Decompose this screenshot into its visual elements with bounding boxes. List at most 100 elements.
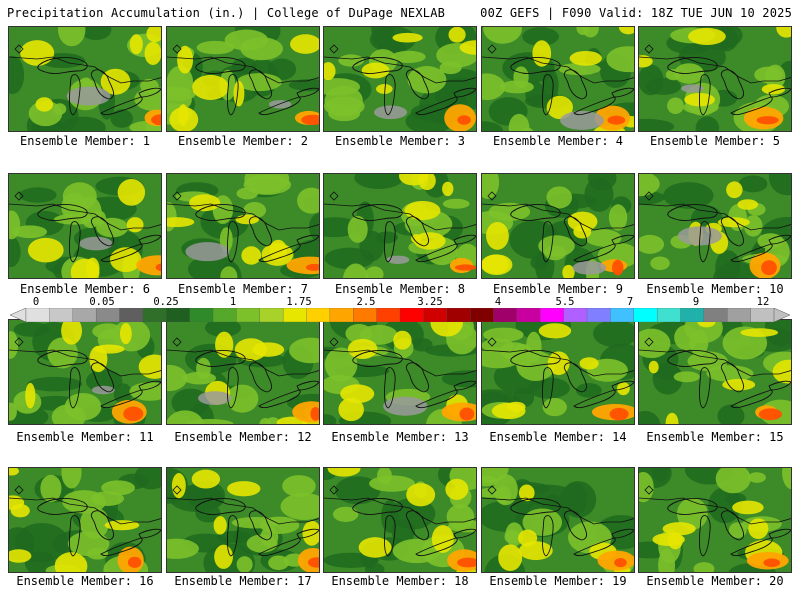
precip-field xyxy=(167,468,319,572)
ensemble-member-label: Ensemble Member: 14 xyxy=(489,430,627,444)
colorbar-swatch xyxy=(610,308,635,322)
precip-field xyxy=(167,27,319,131)
colorbar-tick-label: 0 xyxy=(32,296,40,308)
ensemble-member-map xyxy=(638,467,792,573)
ensemble-member-map xyxy=(8,26,162,132)
colorbar-swatch xyxy=(95,308,120,322)
colorbar-tick-label: 2.5 xyxy=(356,296,376,308)
colorbar-swatch xyxy=(563,308,588,322)
ensemble-member-label: Ensemble Member: 10 xyxy=(646,282,784,296)
colorbar-swatch xyxy=(212,308,237,322)
colorbar-tick-label: 0.05 xyxy=(89,296,115,308)
ensemble-member-label: Ensemble Member: 19 xyxy=(489,574,627,588)
ensemble-member-map xyxy=(638,173,792,279)
precip-field xyxy=(9,468,161,572)
precip-field xyxy=(324,320,476,424)
ensemble-member-map xyxy=(8,467,162,573)
ensemble-member-label: Ensemble Member: 3 xyxy=(334,134,466,148)
colorbar-swatch xyxy=(446,308,471,322)
colorbar-tick-label: 12 xyxy=(756,296,770,308)
colorbar-swatch xyxy=(376,308,401,322)
colorbar-swatch xyxy=(516,308,541,322)
ensemble-member-map xyxy=(166,467,320,573)
colorbar-tick-label: 1.75 xyxy=(286,296,312,308)
ensemble-member-label: Ensemble Member: 4 xyxy=(492,134,624,148)
ensemble-member-map xyxy=(8,173,162,279)
ensemble-member-map xyxy=(323,319,477,425)
colorbar-swatch xyxy=(469,308,494,322)
colorbar-tick-label: 9 xyxy=(692,296,700,308)
ensemble-member-label: Ensemble Member: 8 xyxy=(334,282,466,296)
precip-field xyxy=(9,174,161,278)
precip-field xyxy=(639,174,791,278)
colorbar-swatch xyxy=(586,308,611,322)
precip-field xyxy=(324,174,476,278)
ensemble-member-map xyxy=(481,173,635,279)
precip-field xyxy=(482,320,634,424)
precip-field xyxy=(482,468,634,572)
ensemble-member-map xyxy=(481,467,635,573)
ensemble-member-map xyxy=(166,173,320,279)
precip-field xyxy=(9,320,161,424)
colorbar-swatch xyxy=(750,308,775,322)
colorbar-tick-label: 1 xyxy=(229,296,237,308)
colorbar-swatch xyxy=(72,308,97,322)
ensemble-member-label: Ensemble Member: 5 xyxy=(649,134,781,148)
ensemble-member-label: Ensemble Member: 11 xyxy=(16,430,154,444)
colorbar-swatch xyxy=(282,308,307,322)
colorbar-swatch xyxy=(680,308,705,322)
colorbar-min-arrow xyxy=(10,308,27,322)
ensemble-member-label: Ensemble Member: 1 xyxy=(19,134,151,148)
ensemble-member-map xyxy=(166,319,320,425)
precip-field xyxy=(9,27,161,131)
precip-field xyxy=(167,320,319,424)
ensemble-member-map xyxy=(8,319,162,425)
colorbar-swatch xyxy=(25,308,50,322)
ensemble-member-label: Ensemble Member: 15 xyxy=(646,430,784,444)
colorbar-tick-label: 3.25 xyxy=(417,296,443,308)
precip-field xyxy=(482,27,634,131)
ensemble-member-map xyxy=(638,319,792,425)
ensemble-member-label: Ensemble Member: 18 xyxy=(331,574,469,588)
colorbar-swatch xyxy=(142,308,167,322)
colorbar-swatch xyxy=(189,308,214,322)
colorbar-swatch xyxy=(353,308,378,322)
ensemble-member-map xyxy=(323,173,477,279)
precip-field xyxy=(324,27,476,131)
precip-field xyxy=(324,468,476,572)
colorbar-tick-label: 5.5 xyxy=(555,296,575,308)
header-valid-time: 00Z GEFS | F090 Valid: 18Z TUE JUN 10 20… xyxy=(480,6,792,20)
ensemble-member-label: Ensemble Member: 13 xyxy=(331,430,469,444)
colorbar-swatch xyxy=(727,308,752,322)
ensemble-member-map xyxy=(481,319,635,425)
colorbar-swatch xyxy=(49,308,74,322)
colorbar-swatch xyxy=(540,308,565,322)
precip-field xyxy=(639,320,791,424)
colorbar-max-arrow xyxy=(773,308,790,322)
ensemble-member-map xyxy=(166,26,320,132)
ensemble-member-label: Ensemble Member: 12 xyxy=(174,430,312,444)
colorbar-tick-label: 7 xyxy=(626,296,634,308)
colorbar-swatch xyxy=(259,308,284,322)
precip-field xyxy=(167,174,319,278)
colorbar-tick-label: 4 xyxy=(494,296,502,308)
colorbar-swatch xyxy=(656,308,681,322)
colorbar-swatch xyxy=(329,308,354,322)
precip-field xyxy=(482,174,634,278)
colorbar-swatch xyxy=(166,308,191,322)
ensemble-member-map xyxy=(323,26,477,132)
ensemble-member-label: Ensemble Member: 16 xyxy=(16,574,154,588)
ensemble-member-map xyxy=(323,467,477,573)
colorbar-swatch xyxy=(236,308,261,322)
ensemble-member-label: Ensemble Member: 20 xyxy=(646,574,784,588)
ensemble-member-label: Ensemble Member: 9 xyxy=(492,282,624,296)
colorbar-swatch xyxy=(493,308,518,322)
colorbar-swatch xyxy=(703,308,728,322)
header-title: Precipitation Accumulation (in.) | Colle… xyxy=(7,6,446,20)
ensemble-member-label: Ensemble Member: 6 xyxy=(19,282,151,296)
ensemble-member-label: Ensemble Member: 2 xyxy=(177,134,309,148)
ensemble-member-map xyxy=(481,26,635,132)
ensemble-member-label: Ensemble Member: 7 xyxy=(177,282,309,296)
colorbar-swatch xyxy=(399,308,424,322)
